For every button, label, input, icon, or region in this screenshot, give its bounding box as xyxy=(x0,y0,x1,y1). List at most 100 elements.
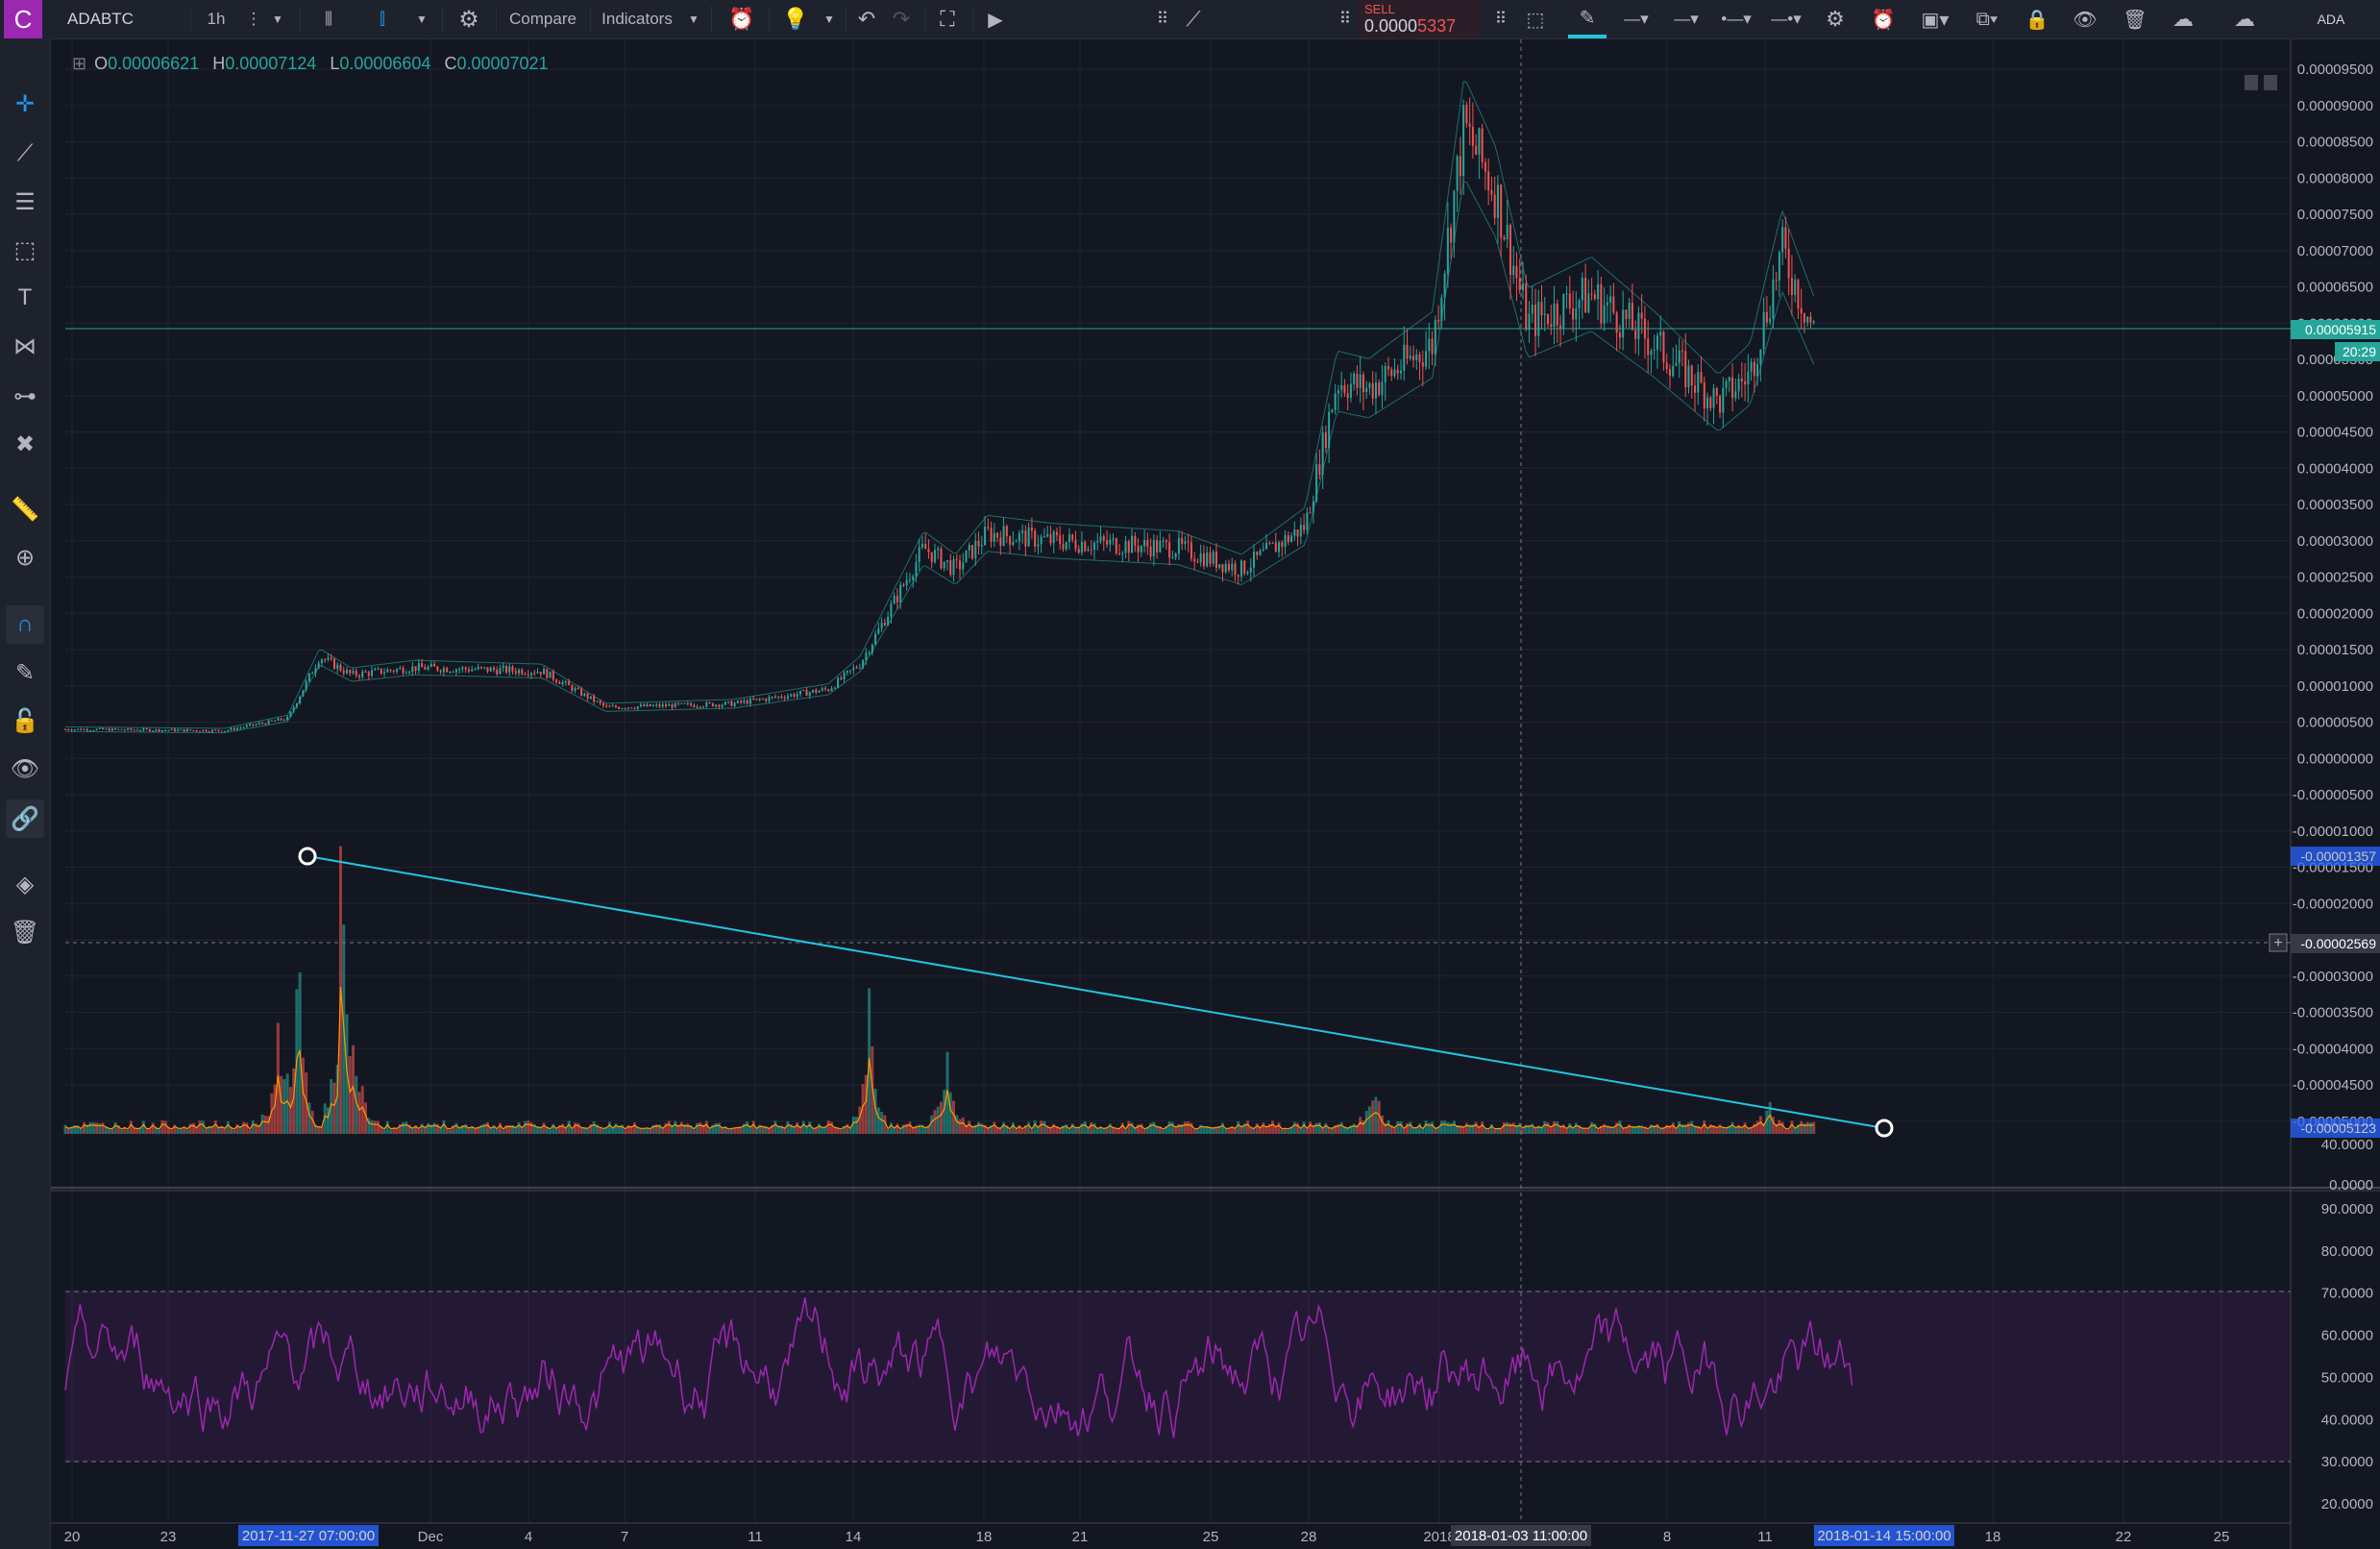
rsi-tick-label: 70.0000 xyxy=(2321,1286,2373,1302)
price-tick-label: 0.00008500 xyxy=(2297,135,2373,151)
indicators-dropdown-icon[interactable]: ▼ xyxy=(688,12,699,26)
app-logo[interactable]: C xyxy=(4,0,42,38)
trade-drag-handle-icon[interactable]: ⠿ xyxy=(1338,10,1352,28)
crosshair-tool-icon[interactable]: ✛ xyxy=(14,90,36,117)
rsi-tick-label: 40.0000 xyxy=(2321,1412,2373,1428)
cloud-load-icon[interactable]: ☁ xyxy=(2172,7,2194,31)
template-icon[interactable]: ▣▾ xyxy=(1921,9,1950,31)
lock-drawings-icon[interactable]: 🔓 xyxy=(11,707,39,734)
chart-type-dropdown-icon[interactable]: ▼ xyxy=(416,12,428,26)
line-end-icon[interactable]: —•▾ xyxy=(1771,10,1802,28)
chart-grid xyxy=(65,39,2291,1523)
ruler-measure-icon[interactable]: 📏 xyxy=(11,496,39,523)
low-label: L xyxy=(330,54,340,73)
text-tool-icon[interactable]: T xyxy=(17,284,33,310)
selection-tool-icon[interactable]: ⬚ xyxy=(1526,9,1545,31)
drawing-tools-sidebar: ✛ ⟋ ☰ ⬚ T ⋈ ⊶ ✖ 📏 ⊕ ∩ ✎ 🔓 👁 🔗 ◈ 🗑 xyxy=(0,38,51,1549)
drawing-alert-icon[interactable]: ⏰ xyxy=(1871,9,1896,31)
sync-drawings-link-icon[interactable]: 🔗 xyxy=(6,799,44,838)
line-width-icon[interactable]: —▾ xyxy=(1674,10,1699,28)
trash-icon[interactable]: 🗑 xyxy=(10,919,40,946)
currency-label[interactable]: ADA xyxy=(2317,12,2345,27)
price-tick-label: 0.00006500 xyxy=(2297,280,2373,296)
pencil-color-icon[interactable]: ✎ xyxy=(1568,0,1607,38)
trendline-start-date-badge: 2017-11-27 07:00:00 xyxy=(238,1525,379,1546)
indicators-button[interactable]: Indicators xyxy=(601,10,673,28)
ohlc-legend: ⊞ O0.00006621 H0.00007124 L0.00006604 C0… xyxy=(72,54,549,74)
open-value: 0.00006621 xyxy=(108,54,200,73)
pane-maximize-button[interactable] xyxy=(2245,75,2258,90)
trendline[interactable] xyxy=(307,855,1885,1129)
time-tick-label: 28 xyxy=(1301,1529,1317,1545)
time-tick-label: 4 xyxy=(525,1529,532,1545)
alert-clock-icon[interactable]: ⏰ xyxy=(728,7,755,31)
price-tick-label: 0.00007000 xyxy=(2297,243,2373,259)
price-tick-label: -0.00001000 xyxy=(2293,824,2373,840)
undo-icon[interactable]: ↶ xyxy=(857,7,876,31)
horizontal-lines-tool-icon[interactable]: ☰ xyxy=(14,188,36,215)
hide-drawings-eye-icon[interactable]: 👁 xyxy=(10,755,40,782)
trendline-handle-end[interactable] xyxy=(1875,1119,1894,1138)
ideas-bulb-icon[interactable]: 💡 xyxy=(782,7,809,31)
volume-tick-label: 40.0000 xyxy=(2321,1137,2373,1153)
crosshair-add-button[interactable] xyxy=(2269,933,2288,952)
price-tick-label: -0.00002000 xyxy=(2293,896,2373,912)
rsi-tick-label: 90.0000 xyxy=(2321,1201,2373,1217)
more-icon[interactable]: ⋮ xyxy=(245,10,262,28)
legend-toggle-icon[interactable]: ⊞ xyxy=(72,54,87,73)
magnet-mode-icon[interactable]: ∩ xyxy=(6,605,44,644)
time-tick-label: 14 xyxy=(846,1529,862,1545)
interval-select[interactable]: 1h xyxy=(207,10,226,28)
top-toolbar: C ADABTC 1h ⋮ ▼ ⫼ ⫿ ▼ ⚙ Compare Indicato… xyxy=(0,0,2380,39)
object-tree-layers-icon[interactable]: ◈ xyxy=(15,871,35,897)
stay-in-drawing-icon[interactable]: ✎ xyxy=(14,659,36,686)
price-axis-ticks: 0.00009500 0.00009000 0.00008500 0.00008000… xyxy=(2293,61,2373,1130)
time-tick-label: 25 xyxy=(1203,1529,1219,1545)
line-style-solid-icon[interactable]: —▾ xyxy=(1624,10,1649,28)
drag-handle-icon[interactable]: ⠿ xyxy=(1156,10,1169,28)
delete-trash-icon[interactable]: 🗑 xyxy=(2122,9,2147,31)
fullscreen-icon[interactable]: ⛶ xyxy=(940,7,955,31)
pane-collapse-button[interactable] xyxy=(2264,75,2277,90)
trendline-end-price-badge: -0.00005123 xyxy=(2291,1119,2380,1138)
time-tick-label: Dec xyxy=(418,1529,444,1545)
trendline-start-price-badge: -0.00001357 xyxy=(2291,847,2380,866)
candle-chart-type-icon[interactable]: ⫿ xyxy=(380,10,385,28)
time-tick-label: 7 xyxy=(621,1529,628,1545)
drawing-settings-icon[interactable]: ⚙ xyxy=(1826,7,1845,31)
rectangle-tool-icon[interactable]: ⬚ xyxy=(13,236,37,263)
redo-icon[interactable]: ↷ xyxy=(892,7,911,31)
trendline-handle-start[interactable] xyxy=(298,847,317,866)
replay-play-icon[interactable]: ▶ xyxy=(988,9,1003,31)
ideas-dropdown-icon[interactable]: ▼ xyxy=(823,12,835,26)
symbol-search[interactable]: ADABTC xyxy=(67,10,134,28)
rsi-line xyxy=(64,1297,1853,1438)
lock-icon[interactable]: 🔒 xyxy=(2024,9,2049,31)
clone-icon[interactable]: ⧉▾ xyxy=(1975,8,1999,30)
high-value: 0.00007124 xyxy=(225,54,317,73)
rsi-tick-label: 30.0000 xyxy=(2321,1454,2373,1470)
pattern-tool-icon[interactable]: ⋈ xyxy=(13,332,37,359)
price-tick-label: 0.00004000 xyxy=(2297,460,2373,477)
price-candles xyxy=(64,97,1815,733)
fib-tool-icon[interactable]: ⟋ xyxy=(1186,7,1201,31)
drawing-drag-handle-icon[interactable]: ⠿ xyxy=(1494,10,1508,28)
last-price-badge: 0.00005915 xyxy=(2291,320,2380,339)
prediction-tool-icon[interactable]: ⊶ xyxy=(13,382,37,409)
zoom-in-icon[interactable]: ⊕ xyxy=(14,544,36,571)
rsi-axis-ticks: 90.0000 80.0000 70.0000 60.0000 50.0000 40.00… xyxy=(2321,1201,2373,1512)
sell-button[interactable]: SELL 0.00005337 xyxy=(1357,0,1482,38)
time-tick-label: 25 xyxy=(2214,1529,2230,1545)
settings-gear-icon[interactable]: ⚙ xyxy=(458,6,479,33)
remove-drawings-icon[interactable]: ✖ xyxy=(14,430,36,457)
trend-line-tool-icon[interactable]: ⟋ xyxy=(16,140,34,166)
interval-dropdown-icon[interactable]: ▼ xyxy=(272,12,283,26)
line-start-icon[interactable]: •—▾ xyxy=(1721,10,1752,28)
compare-button[interactable]: Compare xyxy=(509,10,577,28)
bar-chart-type-icon[interactable]: ⫼ xyxy=(325,10,332,28)
visibility-eye-icon[interactable]: 👁 xyxy=(2073,9,2098,31)
time-tick-label: 18 xyxy=(976,1529,993,1545)
cloud-save-icon[interactable]: ☁ xyxy=(2234,7,2255,31)
